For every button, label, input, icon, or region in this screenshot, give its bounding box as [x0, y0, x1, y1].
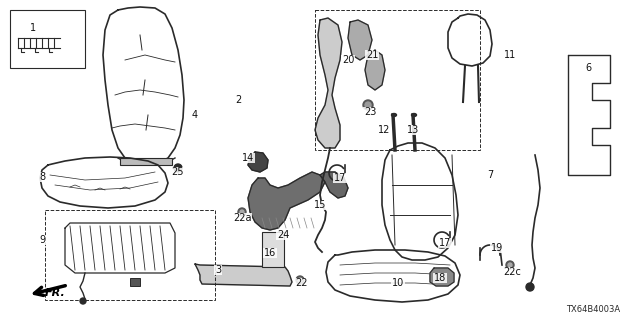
Text: 17: 17 — [439, 238, 451, 248]
Text: FR.: FR. — [45, 288, 65, 298]
Text: 22a: 22a — [233, 213, 252, 223]
Text: 16: 16 — [264, 248, 276, 258]
Text: 15: 15 — [314, 200, 326, 210]
Bar — [10, 10, 85, 68]
Text: 11: 11 — [504, 50, 516, 60]
Text: TX64B4003A: TX64B4003A — [566, 305, 620, 314]
Bar — [45, 210, 215, 300]
Text: 3: 3 — [215, 265, 221, 275]
Text: 4: 4 — [192, 110, 198, 120]
Polygon shape — [320, 172, 348, 198]
Text: 6: 6 — [585, 63, 591, 73]
Text: 2: 2 — [235, 95, 241, 105]
Circle shape — [363, 100, 373, 110]
Circle shape — [526, 283, 534, 291]
Text: 12: 12 — [378, 125, 390, 135]
Text: 24: 24 — [277, 230, 289, 240]
Bar — [262, 232, 284, 267]
Text: 9: 9 — [39, 235, 45, 245]
Polygon shape — [315, 18, 342, 148]
Polygon shape — [248, 152, 268, 172]
Bar — [130, 278, 140, 286]
Polygon shape — [248, 172, 325, 230]
Polygon shape — [195, 264, 292, 286]
Circle shape — [240, 210, 244, 214]
Circle shape — [238, 208, 246, 216]
Circle shape — [298, 278, 302, 282]
Ellipse shape — [392, 114, 397, 116]
Text: 10: 10 — [392, 278, 404, 288]
Text: 21: 21 — [366, 50, 378, 60]
Text: 20: 20 — [342, 55, 354, 65]
Text: 19: 19 — [491, 243, 503, 253]
Polygon shape — [430, 268, 454, 286]
Circle shape — [506, 261, 514, 269]
Text: 8: 8 — [39, 172, 45, 182]
Bar — [120, 158, 172, 165]
Circle shape — [174, 164, 182, 172]
Circle shape — [365, 102, 371, 108]
Text: 18: 18 — [434, 273, 446, 283]
Circle shape — [80, 298, 86, 304]
Text: 7: 7 — [487, 170, 493, 180]
Polygon shape — [365, 50, 385, 90]
Circle shape — [508, 263, 512, 267]
Polygon shape — [348, 20, 372, 60]
Bar — [315, 10, 480, 150]
Ellipse shape — [412, 114, 417, 116]
Text: 22c: 22c — [503, 267, 521, 277]
Text: 1: 1 — [30, 23, 36, 33]
Text: 23: 23 — [364, 107, 376, 117]
Text: 13: 13 — [407, 125, 419, 135]
Circle shape — [296, 276, 304, 284]
Text: 17: 17 — [334, 173, 346, 183]
Text: 22: 22 — [296, 278, 308, 288]
Text: 25: 25 — [172, 167, 184, 177]
Text: 14: 14 — [242, 153, 254, 163]
